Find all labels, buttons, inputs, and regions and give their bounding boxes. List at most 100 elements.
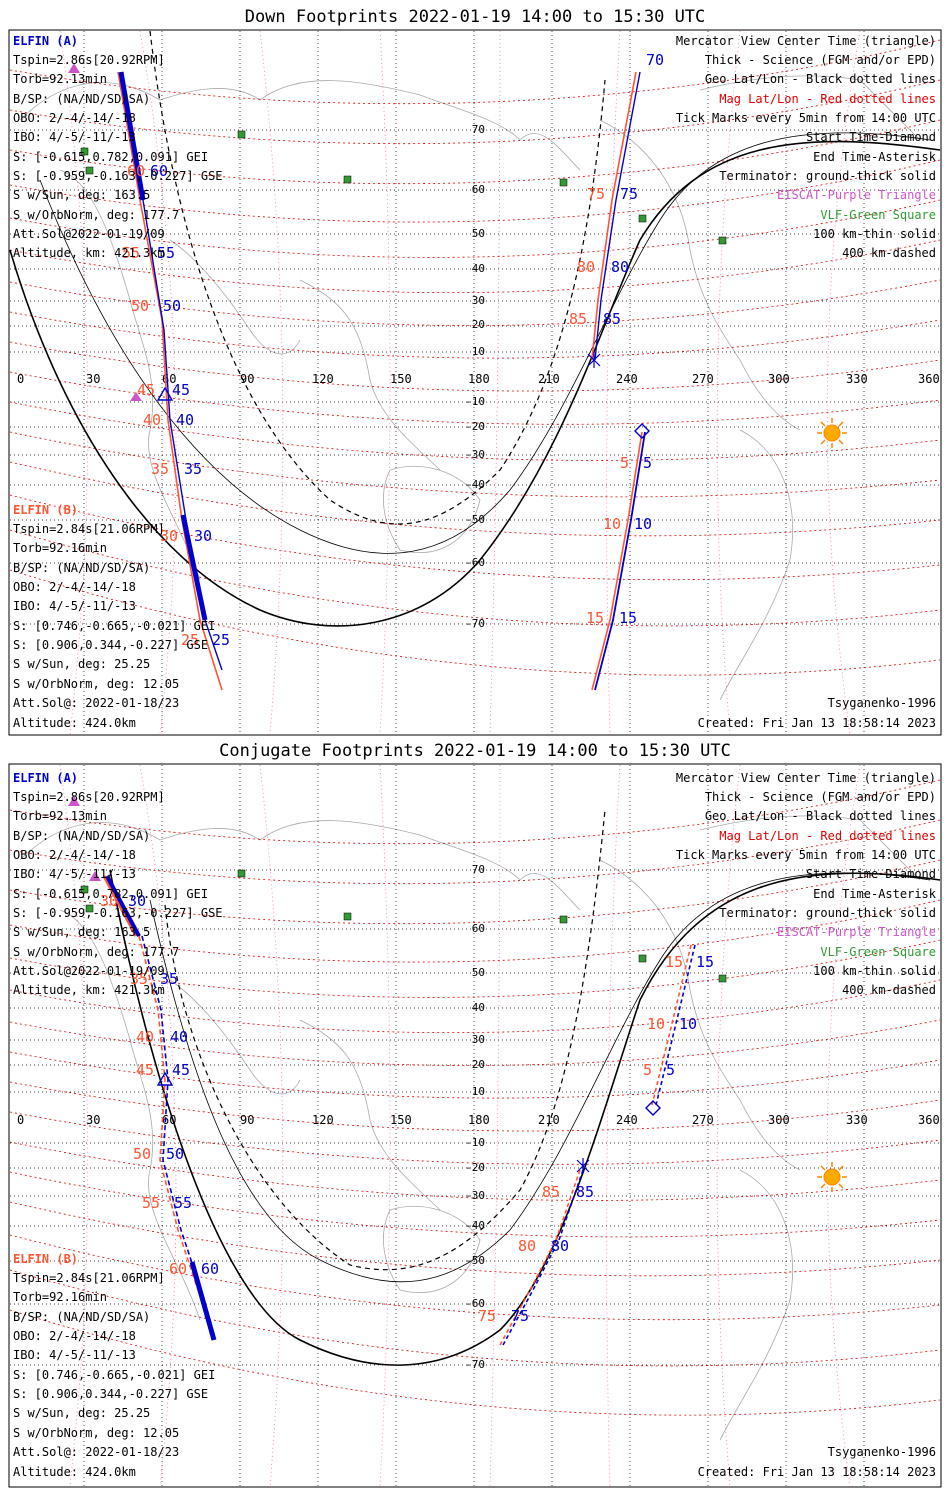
down-lon-tick-label: 360 (918, 372, 940, 386)
down-eiscat-triangle (130, 392, 142, 401)
vlf-square (638, 954, 647, 963)
down-sun-icon (817, 418, 847, 448)
geo-lat-label: -20 (465, 1161, 485, 1174)
elfin-a-tick-label: 40 (176, 411, 194, 429)
elfin-a-tick-label: 5 (643, 454, 652, 472)
info-line: Tspin=2.86s[20.92RPM] (13, 53, 165, 67)
conj-lon-tick-label: 60 (162, 1113, 176, 1127)
geo-lat-label: 50 (472, 227, 485, 240)
info-line: S w/OrbNorm, deg: 12.05 (13, 1426, 179, 1440)
conj-lon-tick-label: 270 (692, 1113, 714, 1127)
elfin-a-tick-label: 40 (170, 1028, 188, 1046)
down-lon-tick-label: 150 (390, 372, 412, 386)
vlf-square (559, 915, 568, 924)
conj-lon-tick-label: 300 (768, 1113, 790, 1127)
legend-line: Mercator View Center Time (triangle) (676, 771, 936, 785)
info-line: S w/OrbNorm, deg: 12.05 (13, 677, 179, 691)
elfin-b-tick-label: 50 (133, 1145, 151, 1163)
down-lon-tick-label: 90 (240, 372, 254, 386)
elfin-a-tick-label: 15 (696, 953, 714, 971)
elfin-b-tick-label: 10 (603, 515, 621, 533)
legend-line: EISCAT-Purple Triangle (777, 925, 936, 939)
down-elfin-a-info: ELFIN (A) Tspin=2.86s[20.92RPM] Torb=92.… (13, 34, 223, 260)
elfin-b-tick-label: 55 (122, 244, 140, 262)
conj-lon-tick-label: 240 (616, 1113, 638, 1127)
geo-lat-label: -40 (465, 1219, 485, 1232)
info-line: S: [-0.615,0.782,0.091] GEI (13, 150, 208, 164)
vlf-square (237, 130, 246, 139)
elfin-a-tick-label: 60 (201, 1260, 219, 1278)
vlf-square (85, 904, 94, 913)
down-lon-tick-label: 270 (692, 372, 714, 386)
elfin-b-tick-label: 55 (142, 1194, 160, 1212)
info-line: S: [0.906,0.344,-0.227] GSE (13, 1387, 208, 1401)
down-vlf-stations (80, 130, 727, 245)
geo-lat-label: -30 (465, 1189, 485, 1202)
legend-line: Mercator View Center Time (triangle) (676, 34, 936, 48)
vlf-square (559, 178, 568, 187)
down-panel-title: Down Footprints 2022-01-19 14:00 to 15:3… (245, 7, 706, 27)
vlf-square (718, 974, 727, 983)
geo-lat-label: -60 (465, 1297, 485, 1310)
down-created-label: Created: Fri Jan 13 18:58:14 2023 (698, 716, 936, 730)
conjugate-geo-grid (10, 765, 940, 1486)
conj-elfin-b-info: ELFIN (B) Tspin=2.84s[21.06RPM] Torb=92.… (13, 1252, 215, 1479)
elfin-a-tick-label: 55 (174, 1194, 192, 1212)
info-line: Tspin=2.86s[20.92RPM] (13, 790, 165, 804)
info-line: S: [0.746,-0.665,-0.021] GEI (13, 619, 215, 633)
legend-line: Tick Marks every 5min from 14:00 UTC (676, 848, 936, 862)
info-line: IBO: 4/-5/-11/-13 (13, 867, 136, 881)
elfin-a-tick-label: 15 (619, 609, 637, 627)
conj-lon-tick-label: 330 (846, 1113, 868, 1127)
conjugate-panel: Conjugate Footprints 2022-01-19 14:00 to… (8, 741, 942, 1488)
conjugate-coastlines (19, 815, 921, 1441)
down-lon-tick-label: 330 (846, 372, 868, 386)
elfin-a-tick-label: 80 (611, 258, 629, 276)
legend-line: Thick - Science (FGM and/or EPD) (705, 790, 936, 804)
legend-line: Mag Lat/Lon - Red dotted lines (719, 829, 936, 843)
elfin-a-tick-label: 75 (620, 185, 638, 203)
elfin-b-tick-label: 45 (136, 1061, 154, 1079)
conjugate-vlf-stations (80, 869, 727, 983)
legend-line: 100 km-thin solid (813, 964, 936, 978)
conj-model-label: Tsyganenko-1996 (828, 1445, 936, 1459)
elfin-a-tick-label: 45 (172, 1061, 190, 1079)
elfin-b-tick-label: 85 (569, 310, 587, 328)
legend-line: 400 km-dashed (842, 246, 936, 260)
geo-lat-label: 50 (472, 966, 485, 979)
down-panel: Down Footprints 2022-01-19 14:00 to 15:3… (8, 7, 942, 736)
elfin-b-tick-label: 10 (647, 1015, 665, 1033)
info-line: OBO: 2/-4/-14/-18 (13, 111, 136, 125)
down-elfin-a-science (180, 514, 208, 621)
legend-line: Terminator: ground-thick solid (719, 169, 936, 183)
conj-elfin-a-info: ELFIN (A) Tspin=2.86s[20.92RPM] Torb=92.… (13, 771, 223, 997)
geo-lat-label: -50 (465, 513, 485, 526)
elfin-b-tick-label: 5 (643, 1061, 652, 1079)
geo-lat-label: 40 (472, 1001, 485, 1014)
geo-lat-label: 30 (472, 294, 485, 307)
down-model-label: Tsyganenko-1996 (828, 696, 936, 710)
elfin-b-tick-label: 40 (143, 411, 161, 429)
info-line: Att.Sol@: 2022-01-18/23 (13, 696, 179, 710)
legend-line: Terminator: ground-thick solid (719, 906, 936, 920)
conj-elfin-a-science (189, 1261, 217, 1341)
elfin-a-tick-label: 75 (511, 1307, 529, 1325)
elfin-a-tick-label: 50 (166, 1145, 184, 1163)
conj-lon-tick-label: 210 (538, 1113, 560, 1127)
geo-lat-label: 40 (472, 262, 485, 275)
geo-lat-label: -20 (465, 420, 485, 433)
elfin-a-tick-label: 5 (666, 1061, 675, 1079)
down-lon-tick-label: 210 (538, 372, 560, 386)
vlf-square (80, 885, 89, 894)
geo-lat-label: 30 (472, 1033, 485, 1046)
info-line: Torb=92.16min (13, 1290, 107, 1304)
legend-line: VLF-Green Square (820, 208, 936, 222)
elfin-b-tick-label: 50 (131, 297, 149, 315)
conj-eiscat-triangle (68, 796, 80, 806)
down-lon-tick-label: 240 (616, 372, 638, 386)
down-lon-tick-label: 0 (17, 372, 24, 386)
elfin-b-name: ELFIN (B) (13, 1252, 78, 1266)
